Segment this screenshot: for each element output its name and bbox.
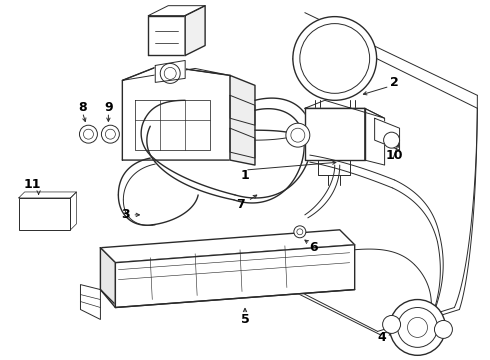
Bar (19, 198, 71, 230)
Circle shape (383, 315, 400, 333)
Polygon shape (100, 248, 115, 305)
Polygon shape (375, 118, 399, 150)
Text: 3: 3 (121, 208, 130, 221)
Circle shape (101, 125, 120, 143)
Polygon shape (115, 245, 355, 307)
Text: 8: 8 (78, 101, 87, 114)
Circle shape (293, 17, 377, 100)
Text: 1: 1 (241, 168, 249, 181)
Polygon shape (305, 108, 365, 160)
Circle shape (294, 226, 306, 238)
Polygon shape (185, 6, 205, 55)
Polygon shape (100, 230, 355, 263)
Polygon shape (122, 66, 230, 160)
Text: 11: 11 (24, 179, 41, 192)
Circle shape (384, 132, 399, 148)
Polygon shape (230, 75, 255, 165)
Polygon shape (155, 60, 185, 82)
Circle shape (390, 300, 445, 355)
Text: 4: 4 (377, 331, 386, 344)
Circle shape (435, 320, 452, 338)
Text: 2: 2 (390, 76, 399, 89)
Text: 6: 6 (310, 241, 318, 254)
Circle shape (79, 125, 98, 143)
Text: 9: 9 (104, 101, 113, 114)
Polygon shape (148, 15, 185, 55)
Circle shape (286, 123, 310, 147)
Text: 10: 10 (386, 149, 403, 162)
Text: 5: 5 (241, 313, 249, 326)
Text: 7: 7 (236, 198, 245, 211)
